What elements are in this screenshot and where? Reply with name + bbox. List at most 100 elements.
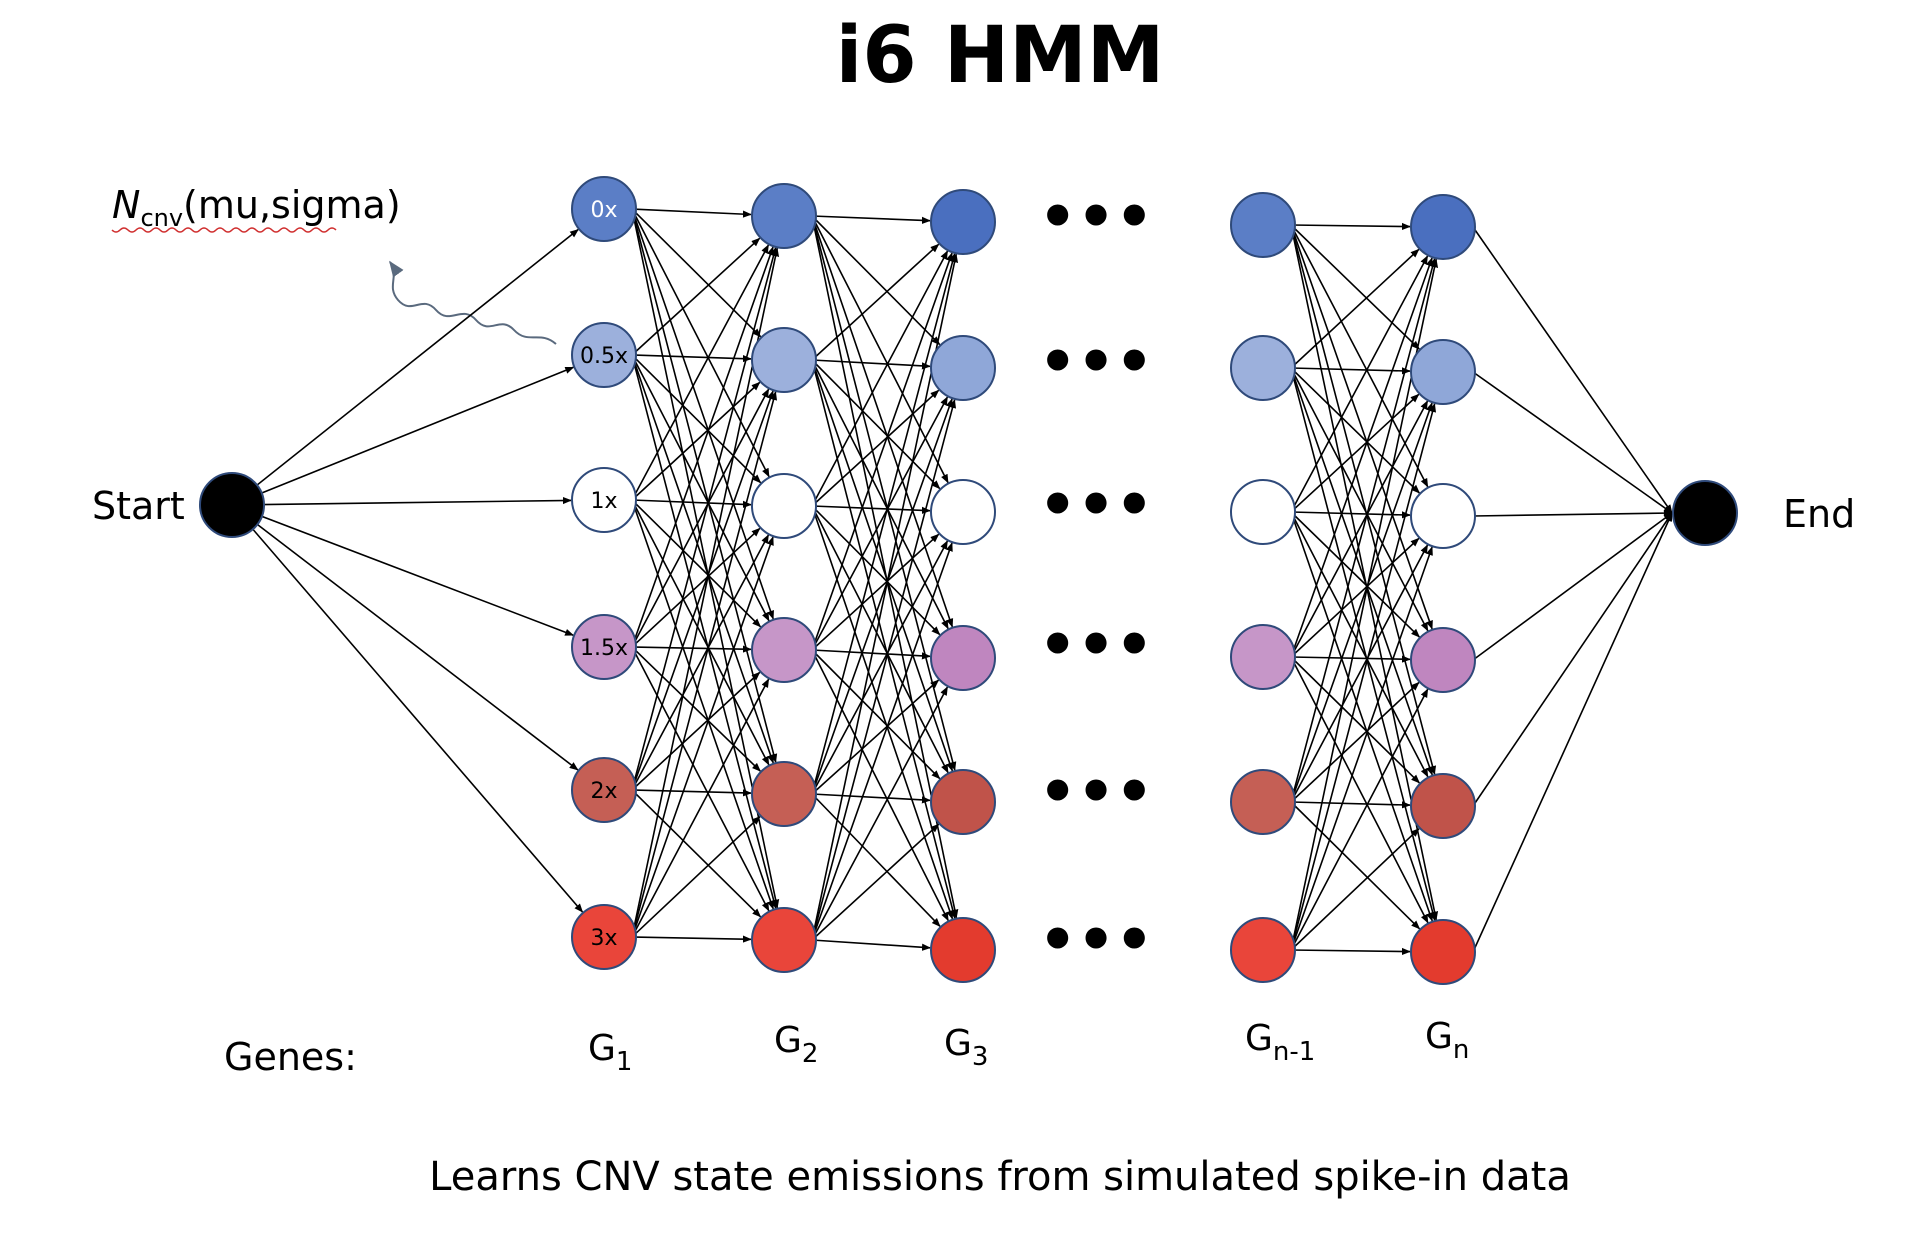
state-label: 0.5x <box>580 344 628 369</box>
distribution-params: (mu,sigma) <box>183 183 401 227</box>
transition-edge <box>1290 402 1433 803</box>
transition-edge <box>631 208 752 218</box>
transition-edge <box>1290 258 1437 803</box>
transition-edge <box>1290 248 1420 369</box>
transition-edge <box>1290 367 1433 776</box>
gene-subscript: n <box>1453 1035 1469 1065</box>
state-label: 3x <box>590 926 617 951</box>
transition-edge <box>811 542 953 941</box>
transition-edge <box>811 359 941 490</box>
state-node <box>751 473 817 539</box>
transition-edge <box>811 396 949 651</box>
transition-edge <box>1290 544 1429 803</box>
transition-edge <box>811 215 957 771</box>
transition-edge <box>631 208 778 763</box>
transition-edge <box>1290 801 1411 809</box>
transition-edge <box>1290 367 1411 375</box>
transition-edge <box>1290 400 1429 658</box>
transition-edges <box>231 208 1673 956</box>
transition-edge <box>1290 224 1433 630</box>
transition-edge <box>1290 224 1420 350</box>
transition-edge <box>1290 393 1420 513</box>
state-node <box>571 176 637 242</box>
transition-edge <box>1290 681 1420 803</box>
caption: Learns CNV state emissions from simulate… <box>429 1154 1571 1200</box>
transition-edge <box>1290 656 1421 784</box>
distribution-symbol: N <box>112 183 140 227</box>
transition-edge <box>811 649 949 922</box>
state-node <box>1410 627 1476 693</box>
genes-label: Genes: <box>224 1035 357 1079</box>
ellipsis: ••• <box>1038 610 1153 680</box>
state-node <box>751 183 817 249</box>
transition-edge <box>811 649 941 780</box>
state-node <box>1230 479 1296 545</box>
transition-edge <box>811 505 954 920</box>
gene-label: Gn-1 <box>1245 1018 1315 1067</box>
state-node <box>930 189 996 255</box>
transition-edge <box>631 646 770 912</box>
state-node <box>1230 769 1296 835</box>
emission-wavy-arrow <box>389 260 557 345</box>
state-node <box>751 907 817 973</box>
transition-edge <box>631 534 770 791</box>
state-node <box>930 625 996 691</box>
end-edge <box>1472 226 1673 514</box>
transition-edge <box>631 354 774 764</box>
gene-label: G2 <box>774 1020 818 1069</box>
transition-edge <box>631 499 762 628</box>
transition-edge <box>1290 367 1429 632</box>
transition-edge <box>631 645 752 653</box>
start-edge <box>231 228 579 506</box>
transition-edge <box>631 391 778 938</box>
transition-edge <box>811 398 953 795</box>
transition-edge <box>1290 688 1429 951</box>
transition-edge <box>811 679 940 795</box>
state-label: 0x <box>590 198 617 223</box>
transition-edge <box>1290 537 1420 658</box>
end-edge <box>1472 509 1673 517</box>
state-node <box>571 614 637 680</box>
transition-edge <box>811 389 940 507</box>
transition-edge <box>1290 403 1437 951</box>
transition-edge <box>811 252 953 651</box>
transition-edge <box>811 215 931 224</box>
transition-edge <box>811 793 941 927</box>
start-edge <box>231 504 579 771</box>
transition-edge <box>811 215 954 628</box>
transition-edge <box>631 646 761 772</box>
transition-edge <box>631 208 762 338</box>
transition-edge <box>631 354 770 622</box>
diagram-title: i6 HMM <box>836 11 1165 101</box>
emission-distribution-label: Ncnv(mu,sigma) <box>112 183 401 232</box>
transition-edge <box>811 823 940 941</box>
start-edge <box>231 496 572 506</box>
transition-edge <box>1290 828 1420 951</box>
transition-edge <box>631 815 761 938</box>
transition-edge <box>1290 511 1421 638</box>
gene-letter: G <box>774 1020 802 1061</box>
ellipsis: ••• <box>1038 905 1153 975</box>
transition-edge <box>811 399 957 941</box>
state-node <box>930 479 996 545</box>
state-node <box>1230 917 1296 983</box>
state-node <box>1230 624 1296 690</box>
transition-edge <box>631 789 752 797</box>
transition-edge <box>631 678 770 938</box>
state-nodes: 0x 0.5x 1x 1.5x 2x 3x <box>571 176 1476 985</box>
transition-edge <box>631 246 774 648</box>
gene-label: G1 <box>588 1028 632 1077</box>
end-node <box>1672 480 1738 546</box>
start-label: Start <box>92 484 185 528</box>
gene-label: G3 <box>944 1023 988 1072</box>
end-edge <box>1472 512 1673 807</box>
ellipsis: ••• <box>1038 757 1153 827</box>
transition-edge <box>631 388 770 648</box>
gene-letter: G <box>588 1028 616 1069</box>
transition-edge <box>631 390 774 791</box>
ellipsis: ••• <box>1038 327 1153 397</box>
gene-subscript: 2 <box>802 1039 819 1069</box>
transition-edge <box>631 381 761 501</box>
transition-edge <box>631 499 752 508</box>
